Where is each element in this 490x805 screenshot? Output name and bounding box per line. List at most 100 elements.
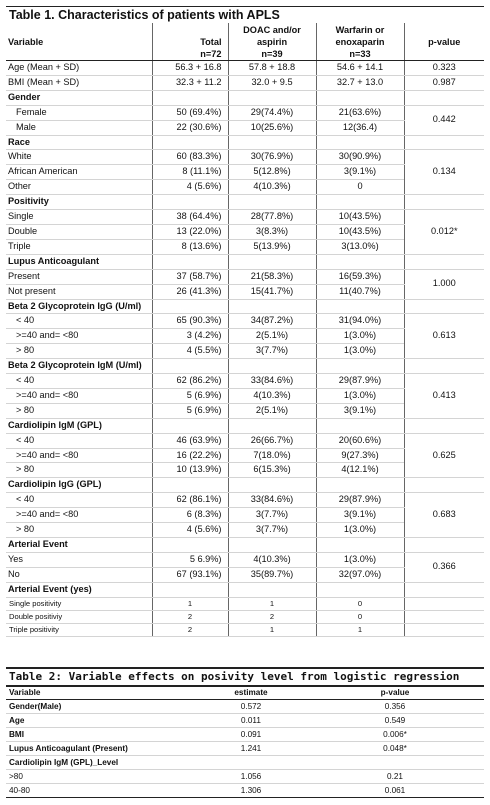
cell-doac: 3(7.7%) [227, 522, 316, 538]
cell-pvalue: 0.613 [403, 313, 484, 360]
table-row: Not present 26 (41.3%) 15(41.7%) 11(40.7… [6, 284, 484, 300]
header-variable: Variable [6, 36, 153, 48]
row-label: >=40 and= <80 [6, 448, 153, 464]
cell-estimate: 1.241 [196, 741, 306, 756]
table-row: Triple positivity 2 1 1 [6, 623, 484, 638]
row-label: >=40 and= <80 [6, 507, 153, 524]
cell-doac: 7(18.0%) [227, 448, 316, 464]
cell-warf: 0 [315, 597, 404, 611]
cell-pvalue: 0.625 [403, 433, 484, 479]
table-row: Other 4 (5.6%) 4(10.3%) 0 [6, 179, 484, 196]
cell-doac: 2 [227, 610, 316, 625]
row-label: < 40 [6, 373, 153, 389]
cell-doac: 32.0 + 9.5 [227, 75, 316, 91]
table2-title: Table 2: Variable effects on posivity le… [6, 667, 484, 687]
table2: Table 2: Variable effects on posivity le… [6, 667, 484, 798]
table-row: >80 1.056 0.21 [6, 769, 484, 784]
cell-total: 2 [152, 623, 228, 638]
table-row: Single 38 (64.4%) 28(77.8%) 10(43.5%) 0.… [6, 209, 484, 255]
row-label: Triple [6, 239, 153, 255]
table-row: Triple 8 (13.6%) 5(13.9%) 3(13.0%) [6, 239, 484, 255]
section-label: Positivity [6, 194, 153, 211]
cell-doac: 33(84.6%) [227, 492, 316, 509]
table-row: Single positivity 1 1 0 [6, 597, 484, 611]
table-row: Present 37 (58.7%) 21(58.3%) 16(59.3%) 1… [6, 269, 484, 300]
cell-warf: 1 [315, 623, 404, 638]
cell-warf: 16(59.3%) [315, 269, 404, 285]
cell-total: 8 (11.1%) [152, 164, 228, 181]
cell-total: 50 (69.4%) [152, 105, 228, 121]
row-label: Lupus Anticoagulant (Present) [6, 741, 196, 756]
cell-warf: 20(60.6%) [315, 433, 404, 449]
cell-doac: 1 [227, 623, 316, 638]
cell-total: 13 (22.0%) [152, 224, 228, 240]
table-row: Double positiviy 2 2 0 [6, 610, 484, 625]
cell-doac: 28(77.8%) [227, 209, 316, 225]
section-row: Arterial Event (yes) [6, 582, 484, 598]
cell-estimate [196, 755, 306, 770]
table-row: > 80 4 (5.6%) 3(7.7%) 1(3.0%) [6, 522, 484, 538]
table-row: >=40 and= <80 3 (4.2%) 2(5.1%) 1(3.0%) [6, 328, 484, 345]
cell-pvalue [306, 755, 484, 770]
table1-grid: DOAC and/or Warfarin or Variable Total a… [6, 23, 484, 638]
header-warf-n: n=33 [315, 48, 404, 61]
cell-warf: 12(36.4) [315, 120, 404, 136]
table-row: Cardiolipin IgM (GPL)_Level [6, 755, 484, 770]
cell-warf: 9(27.3%) [315, 448, 404, 464]
section-label: Arterial Event [6, 537, 153, 553]
row-label: African American [6, 164, 153, 181]
cell-estimate: 1.056 [196, 769, 306, 784]
header-total: Total [200, 37, 222, 47]
table-row: Gender(Male) 0.572 0.356 [6, 699, 484, 714]
cell-doac: 15(41.7%) [227, 284, 316, 300]
table-row: >=40 and= <80 16 (22.2%) 7(18.0%) 9(27.3… [6, 448, 484, 464]
table-row: < 40 62 (86.1%) 33(84.6%) 29(87.9%) 0.68… [6, 492, 484, 538]
cell-pvalue: 0.356 [306, 699, 484, 714]
row-label: 40-80 [6, 783, 196, 798]
table-row: > 80 5 (6.9%) 2(5.1%) 3(9.1%) [6, 403, 484, 419]
row-label: > 80 [6, 343, 153, 360]
cell-total: 60 (83.3%) [152, 149, 228, 166]
cell-estimate: 0.091 [196, 727, 306, 742]
section-label: Race [6, 135, 153, 151]
cell-total: 1 [152, 597, 228, 611]
cell-doac: 4(10.3%) [227, 179, 316, 196]
cell-doac: 34(87.2%) [227, 313, 316, 330]
cell-doac: 4(10.3%) [227, 552, 316, 568]
header-total-n: n=72 [152, 48, 228, 61]
section-row: Arterial Event [6, 537, 484, 553]
cell-warf: 32(97.0%) [315, 567, 404, 583]
row-label: Double positiviy [6, 610, 153, 625]
cell-warf: 1(3.0%) [315, 343, 404, 360]
table-row: > 80 10 (13.9%) 6(15.3%) 4(12.1%) [6, 462, 484, 479]
header-pvalue: p-value [306, 687, 484, 700]
table-row: Age (Mean + SD) 56.3 + 16.8 57.8 + 18.8 … [6, 60, 484, 76]
cell-warf: 1(3.0%) [315, 552, 404, 568]
cell-doac: 2(5.1%) [227, 403, 316, 419]
section-label: Lupus Anticoagulant [6, 254, 153, 270]
table-row: Yes 5 6.9%) 4(10.3%) 1(3.0%) 0.366 [6, 552, 484, 583]
cell-total: 3 (4.2%) [152, 328, 228, 345]
cell-total: 26 (41.3%) [152, 284, 228, 300]
table-row: Double 13 (22.0%) 3(8.3%) 10(43.5%) [6, 224, 484, 240]
header-variable: Variable [6, 687, 196, 700]
section-label: Beta 2 Glycoprotein IgG (U/ml) [6, 299, 153, 315]
header-estimate: estimate [196, 687, 306, 700]
cell-doac: 5(13.9%) [227, 239, 316, 255]
cell-warf: 11(40.7%) [315, 284, 404, 300]
section-label: Cardiolipin IgM (GPL) [6, 418, 153, 434]
section-row: Positivity [6, 194, 484, 211]
section-row: Gender [6, 90, 484, 106]
cell-warf: 29(87.9%) [315, 492, 404, 509]
row-label: Present [6, 269, 153, 285]
row-label: Gender(Male) [6, 699, 196, 714]
cell-warf: 29(87.9%) [315, 373, 404, 389]
cell-estimate: 1.306 [196, 783, 306, 798]
row-label: BMI [6, 727, 196, 742]
table-row: Age 0.011 0.549 [6, 713, 484, 728]
row-label: Yes [6, 552, 153, 568]
table-row: BMI (Mean + SD) 32.3 + 11.2 32.0 + 9.5 3… [6, 75, 484, 91]
row-label: < 40 [6, 433, 153, 449]
cell-pvalue: 0.134 [403, 149, 484, 196]
table-row: Lupus Anticoagulant (Present) 1.241 0.04… [6, 741, 484, 756]
